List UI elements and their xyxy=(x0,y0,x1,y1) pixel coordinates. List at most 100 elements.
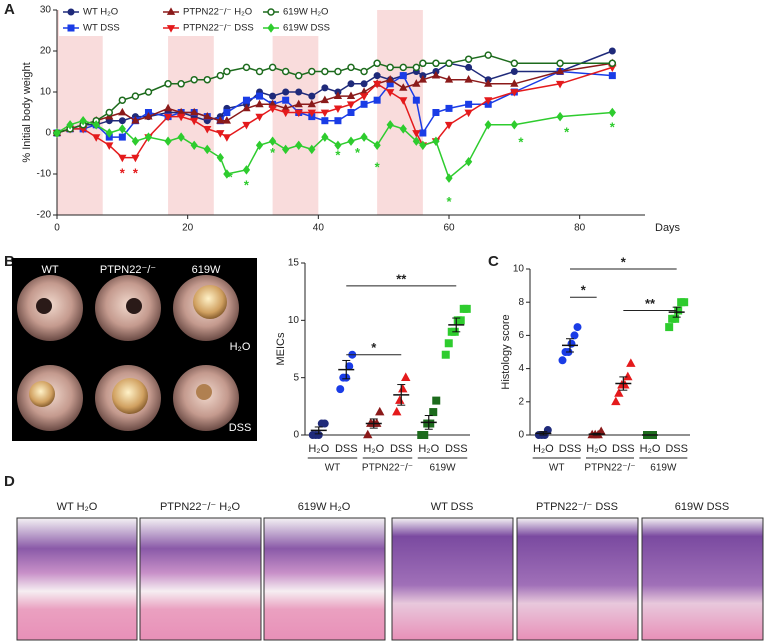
histology-title: PTPN22⁻/⁻ DSS xyxy=(536,501,618,513)
y-axis-label: Histology score xyxy=(500,314,512,389)
marker xyxy=(556,59,564,68)
histology-title: 619W DSS xyxy=(675,501,729,513)
marker xyxy=(336,385,345,394)
marker xyxy=(267,8,275,16)
histology-images xyxy=(16,517,764,641)
marker xyxy=(92,134,101,142)
panel-label: C xyxy=(488,253,499,270)
marker xyxy=(166,7,176,15)
marker xyxy=(255,140,264,151)
marker xyxy=(118,107,127,116)
marker xyxy=(464,156,473,167)
marker xyxy=(242,121,251,130)
marker xyxy=(334,117,342,125)
marker xyxy=(216,130,225,138)
y-tick-label: -20 xyxy=(37,210,52,221)
marker xyxy=(510,89,519,97)
tumor xyxy=(29,381,55,407)
lumen xyxy=(36,298,52,314)
marker xyxy=(347,80,355,88)
marker xyxy=(464,75,473,83)
y-tick-label: 0 xyxy=(293,430,299,441)
marker xyxy=(166,25,176,33)
marker xyxy=(190,107,199,116)
marker xyxy=(222,116,232,124)
marker xyxy=(484,120,492,130)
marker xyxy=(445,173,453,183)
marker xyxy=(395,395,405,404)
marker xyxy=(242,165,251,175)
marker xyxy=(360,132,368,142)
significance-mark: * xyxy=(120,165,126,180)
marker xyxy=(346,91,356,99)
marker xyxy=(623,371,633,381)
marker xyxy=(144,88,153,96)
marker xyxy=(321,117,329,125)
marker xyxy=(608,47,616,55)
x-tick-label: H₂O xyxy=(533,443,554,455)
x-tick-label: H₂O xyxy=(586,443,607,455)
marker xyxy=(333,105,343,114)
marker xyxy=(608,59,617,68)
marker xyxy=(295,88,303,96)
marker xyxy=(66,120,74,130)
marker xyxy=(399,124,407,134)
x-axis-label: Days xyxy=(655,222,681,234)
marker xyxy=(372,80,382,89)
marker xyxy=(320,109,330,118)
lumen xyxy=(126,298,142,314)
marker xyxy=(308,144,316,155)
marker xyxy=(222,134,232,142)
panel-label: D xyxy=(4,473,15,490)
x-tick-label: 40 xyxy=(313,223,325,234)
y-tick-label: -10 xyxy=(37,169,52,180)
x-tick-label: 80 xyxy=(574,223,586,234)
legend-label: 619W DSS xyxy=(283,23,330,34)
panel-label: A xyxy=(4,1,15,18)
marker xyxy=(53,128,61,138)
marker xyxy=(611,396,621,406)
marker xyxy=(67,24,75,32)
marker xyxy=(346,101,356,109)
marker xyxy=(608,72,616,80)
legend-label: PTPN22⁻/⁻ H₂O xyxy=(183,7,252,18)
x-tick-label: DSS xyxy=(335,443,358,455)
y-tick-label: 15 xyxy=(288,258,300,269)
x-tick-label: H₂O xyxy=(308,443,329,455)
marker xyxy=(67,8,75,16)
marker xyxy=(570,331,579,340)
marker xyxy=(432,109,440,116)
marker xyxy=(255,67,264,76)
tumor xyxy=(196,384,212,400)
marker xyxy=(267,23,275,33)
histology-image xyxy=(139,517,262,641)
marker xyxy=(373,140,381,151)
endoscopy-row-label: DSS xyxy=(229,422,252,434)
marker xyxy=(223,169,231,179)
marker xyxy=(432,396,441,405)
marker xyxy=(131,154,140,163)
marker xyxy=(432,136,440,146)
marker xyxy=(294,109,303,118)
marker xyxy=(555,66,565,75)
x-tick-label: 20 xyxy=(182,223,194,234)
marker xyxy=(268,136,277,146)
significance-label: ** xyxy=(396,271,407,286)
marker xyxy=(510,120,518,130)
shaded-region xyxy=(57,10,103,215)
marker xyxy=(242,103,251,112)
marker xyxy=(216,152,224,163)
marker xyxy=(118,133,126,141)
endoscopy-column-label: 619W xyxy=(192,264,221,276)
marker xyxy=(268,105,277,114)
marker xyxy=(308,92,316,100)
marker xyxy=(223,67,231,76)
marker xyxy=(242,96,250,104)
legend-box xyxy=(59,2,359,36)
histology-image xyxy=(516,517,639,641)
marker xyxy=(431,70,441,79)
legend-label: PTPN22⁻/⁻ DSS xyxy=(183,23,254,34)
group-label: WT xyxy=(549,463,565,474)
marker xyxy=(105,128,113,138)
marker xyxy=(295,140,303,151)
